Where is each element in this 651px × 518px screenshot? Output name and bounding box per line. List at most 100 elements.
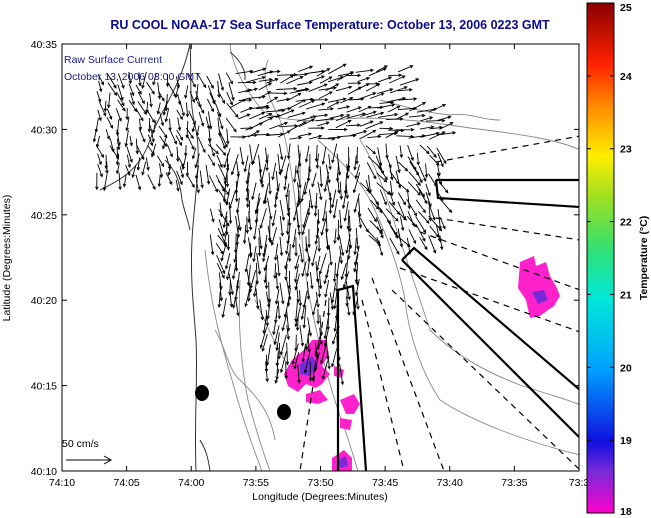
arrow-icon <box>365 83 381 92</box>
arrow-icon <box>349 130 368 137</box>
arrow-icon <box>279 200 286 222</box>
arrow-icon <box>293 165 297 183</box>
current-vectors <box>92 63 457 386</box>
arrow-icon <box>339 209 343 230</box>
arrow-icon <box>429 154 440 166</box>
arrow-icon <box>294 237 298 257</box>
arrow-icon <box>328 127 348 132</box>
arrow-icon <box>232 288 239 309</box>
arrow-icon <box>305 102 326 110</box>
arrow-icon <box>267 281 271 303</box>
arrow-icon <box>217 80 221 99</box>
arrow-icon <box>126 146 133 163</box>
arrow-icon <box>243 155 249 173</box>
arrow-icon <box>284 263 288 281</box>
x-tick-label: 74:05 <box>113 477 139 489</box>
arrow-icon <box>336 341 341 362</box>
arrow-icon <box>179 100 185 117</box>
arrow-icon <box>116 92 125 107</box>
arrow-icon <box>376 216 383 234</box>
sst-patches <box>284 256 560 471</box>
figure-title: RU COOL NOAA-17 Sea Surface Temperature:… <box>110 18 550 32</box>
arrow-icon <box>329 292 335 311</box>
arrow-icon <box>387 105 401 113</box>
arrow-icon <box>106 117 113 129</box>
arrow-icon <box>437 153 444 168</box>
arrow-icon <box>150 143 157 158</box>
arrow-icon <box>368 67 387 77</box>
arrow-icon <box>397 106 418 111</box>
arrow-icon <box>195 125 200 137</box>
arrow-icon <box>297 364 301 384</box>
arrow-icon <box>420 131 441 138</box>
arrow-icon <box>304 327 311 351</box>
arrow-icon <box>225 172 230 188</box>
arrow-icon <box>428 215 443 232</box>
arrow-icon <box>415 199 426 214</box>
arrow-icon <box>218 73 225 92</box>
arrow-icon <box>339 181 344 201</box>
arrow-icon <box>397 235 411 248</box>
arrow-icon <box>116 129 121 147</box>
arrow-icon <box>207 144 220 155</box>
arrow-icon <box>336 219 340 241</box>
y-tick-label: 40:15 <box>31 381 57 393</box>
arrow-icon <box>300 297 307 321</box>
arrow-icon <box>272 315 278 336</box>
arrow-icon <box>254 208 259 224</box>
arrow-icon <box>165 172 173 186</box>
arrow-icon <box>438 181 449 194</box>
arrow-icon <box>225 188 231 206</box>
arrow-icon <box>316 308 320 325</box>
arrow-icon <box>117 84 124 101</box>
arrow-icon <box>345 180 350 200</box>
arrow-icon <box>137 92 145 105</box>
arrow-icon <box>286 143 291 160</box>
arrow-icon <box>341 189 347 210</box>
arrow-icon <box>389 75 406 84</box>
arrow-icon <box>235 298 240 317</box>
arrow-icon <box>320 216 327 236</box>
arrow-icon <box>244 290 250 308</box>
arrow-icon <box>281 315 287 332</box>
arrow-icon <box>385 130 399 139</box>
arrow-icon <box>294 300 298 323</box>
arrow-icon <box>308 189 314 210</box>
arrow-icon <box>337 105 351 110</box>
arrow-icon <box>314 144 319 163</box>
arrow-icon <box>206 98 215 113</box>
arrow-icon <box>275 109 295 119</box>
arrow-icon <box>118 172 122 191</box>
arrow-icon <box>299 325 305 347</box>
arrow-icon <box>308 134 323 140</box>
arrow-icon <box>376 226 384 239</box>
arrow-icon <box>179 166 185 179</box>
arrow-icon <box>233 242 239 264</box>
arrow-icon <box>427 201 436 221</box>
colorbar <box>586 2 615 514</box>
arrow-icon <box>105 161 109 175</box>
arrow-icon <box>218 218 226 238</box>
arrow-icon <box>406 198 418 217</box>
arrow-icon <box>317 121 330 127</box>
arrow-icon <box>194 153 200 169</box>
arrow-icon <box>306 200 311 217</box>
arrow-icon <box>266 69 281 74</box>
arrow-icon <box>357 92 377 101</box>
arrow-icon <box>128 83 135 97</box>
arrow-icon <box>327 350 331 370</box>
shipping-lanes <box>336 178 579 471</box>
arrow-icon <box>395 155 401 174</box>
arrow-icon <box>353 155 357 171</box>
arrow-icon <box>439 234 444 251</box>
arrow-icon <box>343 201 349 222</box>
arrow-icon <box>175 179 180 192</box>
arrow-icon <box>419 144 430 155</box>
arrow-icon <box>313 201 318 218</box>
arrow-icon <box>311 360 317 382</box>
arrow-icon <box>286 92 302 102</box>
arrow-icon <box>435 189 444 202</box>
x-tick-label: 73:50 <box>307 477 333 489</box>
arrow-icon <box>129 135 134 147</box>
